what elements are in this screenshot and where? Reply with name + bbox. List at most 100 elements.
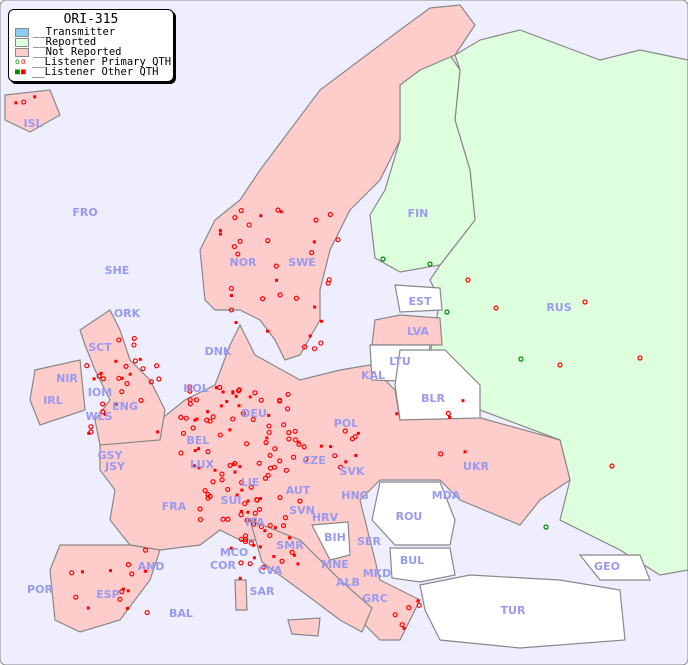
listener-other-marker <box>319 319 323 323</box>
listener-other-marker <box>463 450 467 454</box>
listener-primary-marker <box>187 388 193 394</box>
listener-primary-marker <box>246 222 252 228</box>
circle-marker-icon: oo <box>15 57 27 66</box>
country-label-dnk: DNK <box>205 345 232 358</box>
listener-primary-marker <box>254 497 260 503</box>
listener-primary-marker <box>392 612 398 618</box>
listener-primary-marker <box>193 397 199 403</box>
legend-primary-qth: oo __Listener Primary QTH <box>15 56 172 68</box>
listener-primary-marker <box>277 292 283 298</box>
listener-other-marker <box>354 453 358 457</box>
listener-primary-marker <box>267 522 273 529</box>
listener-primary-marker <box>284 406 291 412</box>
listener-other-marker <box>234 320 238 324</box>
country-label-bul: BUL <box>400 554 424 567</box>
listener-primary-marker <box>207 493 213 499</box>
country-label-fro: FRO <box>72 206 97 219</box>
reported-marker <box>444 309 450 315</box>
listener-primary-marker <box>582 299 588 305</box>
listener-primary-marker <box>332 453 338 459</box>
listener-primary-marker <box>311 346 318 352</box>
listener-other-marker <box>259 214 263 218</box>
listener-primary-marker <box>286 429 292 436</box>
listener-primary-marker <box>256 506 263 512</box>
listener-primary-marker <box>202 487 208 494</box>
listener-other-marker <box>219 404 223 408</box>
listener-other-marker <box>225 400 229 404</box>
reported-marker <box>543 524 549 530</box>
listener-primary-marker <box>272 446 278 452</box>
listener-primary-marker <box>259 296 266 302</box>
listener-primary-marker <box>96 373 102 379</box>
legend-transmitter: __Transmitter <box>9 27 173 37</box>
country-label-mda: MDA <box>432 489 461 502</box>
country-label-sar: SAR <box>250 585 275 598</box>
country-label-bel: BEL <box>187 434 210 447</box>
country-label-cor: COR <box>210 559 236 572</box>
listener-other-marker <box>230 294 234 298</box>
land-bih <box>311 521 351 561</box>
country-label-bih: BIH <box>324 531 346 544</box>
listener-other-marker <box>192 464 196 468</box>
listener-other-marker <box>195 417 199 421</box>
listener-other-marker <box>221 390 225 394</box>
listener-other-marker <box>218 232 222 236</box>
listener-primary-marker <box>251 521 257 527</box>
listener-other-marker <box>238 465 242 469</box>
listener-other-marker <box>109 569 113 573</box>
country-label-gsy: GSY <box>98 449 124 462</box>
listener-other-marker <box>246 499 250 503</box>
listener-primary-marker <box>266 423 272 429</box>
listener-primary-marker <box>609 463 615 469</box>
listener-primary-marker <box>238 512 244 518</box>
listener-primary-marker <box>256 460 262 466</box>
listener-primary-marker <box>140 366 146 372</box>
listener-primary-marker <box>69 570 75 576</box>
listener-other-marker <box>218 229 222 233</box>
listener-other-marker <box>233 470 237 474</box>
country-label-wls: WLS <box>85 410 112 423</box>
listener-primary-marker <box>217 384 223 391</box>
listener-other-marker <box>312 240 316 244</box>
listener-primary-marker <box>273 263 279 269</box>
listener-other-marker <box>143 569 147 573</box>
listener-primary-marker <box>138 397 144 404</box>
country-label-rus: RUS <box>546 301 571 314</box>
listener-primary-marker <box>132 358 138 364</box>
listener-primary-marker <box>154 363 160 369</box>
listener-primary-marker <box>313 217 319 223</box>
listener-primary-marker <box>235 388 242 394</box>
listener-primary-marker <box>557 362 563 368</box>
country-label-mne: MNE <box>321 558 349 571</box>
country-label-esp: ESP <box>96 588 120 601</box>
country-label-fin: FIN <box>408 207 429 220</box>
listener-primary-marker <box>637 355 643 361</box>
listener-primary-marker <box>116 375 122 381</box>
listener-other-marker <box>272 554 276 558</box>
listener-primary-marker <box>289 549 295 555</box>
land-iceland <box>4 89 61 133</box>
listener-primary-marker <box>232 215 238 221</box>
land-sicily <box>287 617 321 637</box>
country-label-cva: CVA <box>258 564 283 577</box>
listener-other-marker <box>266 329 270 333</box>
listener-primary-marker <box>293 295 300 301</box>
listener-primary-marker <box>238 560 244 566</box>
country-label-alb: ALB <box>336 576 360 589</box>
country-label-fra: FRA <box>162 500 187 513</box>
listener-other-marker <box>279 210 283 214</box>
listener-primary-marker <box>252 510 258 516</box>
listener-primary-marker <box>263 439 269 446</box>
listener-other-marker <box>114 359 118 363</box>
listener-primary-marker <box>131 335 137 342</box>
listener-other-marker <box>231 462 235 466</box>
listener-primary-marker <box>88 424 94 430</box>
listener-primary-marker <box>281 422 287 428</box>
square-marker-icon: ■■ <box>15 67 27 76</box>
land-georgia <box>578 554 651 581</box>
country-label-jsy: JSY <box>104 460 126 473</box>
country-label-hol: HOL <box>183 382 209 395</box>
listener-primary-marker <box>204 417 210 423</box>
listener-primary-marker <box>247 561 253 567</box>
